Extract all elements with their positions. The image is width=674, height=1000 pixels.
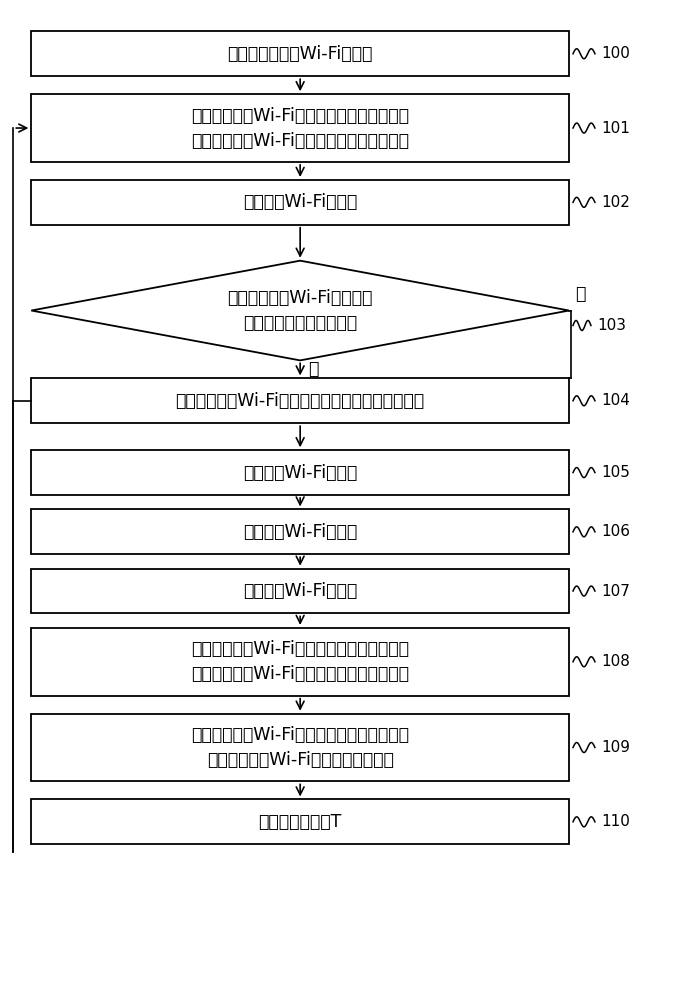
Text: 设置第二Wi-Fi路由器: 设置第二Wi-Fi路由器 (243, 464, 357, 482)
Text: 等待一预设时间T: 等待一预设时间T (258, 813, 342, 831)
Bar (31, 94, 569, 162)
Bar (31, 799, 569, 844)
Bar (31, 569, 569, 613)
Text: 103: 103 (597, 318, 626, 333)
Text: 106: 106 (601, 524, 630, 539)
Text: 设置第一Wi-Fi路由器: 设置第一Wi-Fi路由器 (243, 193, 357, 211)
Text: 101: 101 (601, 121, 630, 136)
Text: 根据所有第四Wi-Fi路由器的工作信道的合集
确定待设置的Wi-Fi路由器的可选信道的集合: 根据所有第四Wi-Fi路由器的工作信道的合集 确定待设置的Wi-Fi路由器的可选… (191, 640, 409, 683)
Bar (31, 378, 569, 423)
Text: 105: 105 (601, 465, 630, 480)
Text: 根据待设置的Wi-Fi路由器的可选信道的集合
设置待设置的Wi-Fi路由器的工作信道: 根据待设置的Wi-Fi路由器的可选信道的集合 设置待设置的Wi-Fi路由器的工作… (191, 726, 409, 769)
Text: 设置第四Wi-Fi路由器: 设置第四Wi-Fi路由器 (243, 582, 357, 600)
Text: 108: 108 (601, 654, 630, 669)
Text: 初始化待设置的Wi-Fi路由器: 初始化待设置的Wi-Fi路由器 (227, 45, 373, 63)
Text: 根据所有第四Wi-Fi路由器的工作信道的合集
确定待设置的Wi-Fi路由器的可选信道的集合: 根据所有第四Wi-Fi路由器的工作信道的合集 确定待设置的Wi-Fi路由器的可选… (191, 107, 409, 150)
Bar (31, 450, 569, 495)
Text: 设置第三Wi-Fi路由器: 设置第三Wi-Fi路由器 (243, 523, 357, 541)
Text: 102: 102 (601, 195, 630, 210)
Text: 107: 107 (601, 584, 630, 599)
Bar (31, 31, 569, 76)
Text: 判断所有第一Wi-Fi路由器的
功率是否均小于功率阈值: 判断所有第一Wi-Fi路由器的 功率是否均小于功率阈值 (227, 289, 373, 332)
Text: 否: 否 (575, 285, 586, 303)
Bar (31, 509, 569, 554)
Polygon shape (31, 261, 569, 360)
Bar (31, 180, 569, 225)
Text: 110: 110 (601, 814, 630, 829)
Text: 设置待设置的Wi-Fi路由器的工作信道为一预设信道: 设置待设置的Wi-Fi路由器的工作信道为一预设信道 (176, 392, 425, 410)
Text: 100: 100 (601, 46, 630, 61)
Bar (31, 714, 569, 781)
Text: 109: 109 (601, 740, 630, 755)
Text: 104: 104 (601, 393, 630, 408)
Text: 是: 是 (308, 360, 319, 378)
Bar (31, 628, 569, 696)
